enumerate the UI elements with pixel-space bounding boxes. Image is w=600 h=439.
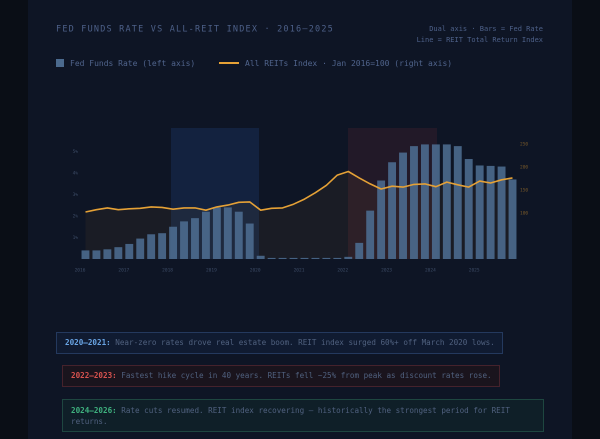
bar	[311, 257, 320, 259]
bar	[333, 257, 342, 259]
bar	[366, 210, 375, 259]
y-tick-label: 1%	[73, 235, 79, 241]
bar	[344, 256, 353, 259]
bar	[81, 250, 90, 259]
chart-note: Dual axis · Bars = Fed Rate	[429, 25, 543, 33]
bar	[201, 211, 210, 259]
x-tick-label: 2020	[250, 268, 261, 274]
bar	[125, 243, 134, 259]
bar	[158, 233, 167, 259]
y-tick-label: 5%	[73, 149, 79, 155]
bar	[169, 226, 178, 259]
x-tick-label: 2021	[294, 268, 305, 274]
x-tick-label: 2016	[75, 268, 86, 274]
y2-tick-label: 250	[520, 141, 528, 147]
x-tick-label: 2017	[118, 268, 129, 274]
chart-title: FED FUNDS RATE VS ALL-REIT INDEX · 2016–…	[56, 25, 334, 35]
y2-tick-label: 200	[520, 164, 528, 170]
bar	[300, 257, 309, 259]
x-tick-label: 2019	[206, 268, 217, 274]
bar	[322, 257, 331, 259]
annotation-text: Near-zero rates drove real estate boom. …	[110, 338, 495, 347]
bar	[136, 238, 145, 259]
bar	[508, 179, 517, 259]
annotation-label: 2024–2026:	[71, 406, 117, 415]
bar	[234, 211, 243, 259]
bar	[103, 249, 112, 259]
bar	[223, 207, 232, 259]
y2-tick-label: 100	[520, 210, 528, 216]
line	[85, 170, 513, 213]
bar	[212, 207, 221, 259]
bar	[180, 221, 188, 259]
annotation: 2020–2021: Near-zero rates drove real es…	[56, 332, 503, 354]
legend-label: Fed Funds Rate (left axis)	[70, 59, 195, 68]
legend-label: All REITs Index · Jan 2016=100 (right ax…	[245, 59, 452, 68]
annotation: 2022–2023: Fastest hike cycle in 40 year…	[62, 365, 500, 387]
bar	[92, 250, 101, 259]
annotation-label: 2020–2021:	[65, 338, 111, 347]
y-tick-label: 3%	[73, 192, 79, 198]
bar	[114, 247, 123, 259]
chart-note: Line = REIT Total Return Index	[417, 36, 543, 44]
bar	[420, 144, 429, 259]
y2-tick-label: 150	[520, 187, 528, 193]
bar	[486, 165, 495, 259]
y-tick-label: 2%	[73, 214, 79, 220]
bar	[278, 257, 287, 259]
bar	[431, 144, 440, 259]
bar	[399, 152, 407, 259]
x-tick-label: 2018	[162, 268, 173, 274]
bar	[245, 223, 254, 259]
x-tick-label: 2023	[381, 268, 392, 274]
x-tick-label: 2025	[469, 268, 480, 274]
x-tick-label: 2022	[337, 268, 348, 274]
bar	[388, 162, 397, 259]
bar	[191, 218, 199, 259]
bar	[453, 146, 462, 259]
annotation: 2024–2026: Rate cuts resumed. REIT index…	[62, 399, 544, 432]
annotation-text: Fastest hike cycle in 40 years. REITs fe…	[116, 371, 492, 380]
legend-swatch	[56, 59, 64, 67]
annotation-text: Rate cuts resumed. REIT index recovering…	[71, 406, 510, 426]
bar	[442, 144, 451, 259]
bar	[256, 255, 265, 259]
bar	[410, 146, 418, 259]
bar	[377, 180, 386, 259]
x-tick-label: 2024	[425, 268, 436, 274]
bar	[355, 242, 364, 259]
bar	[267, 257, 276, 259]
bar	[289, 257, 298, 259]
bar	[497, 166, 506, 259]
y-tick-label: 4%	[73, 171, 79, 177]
bar	[147, 234, 156, 259]
annotation-label: 2022–2023:	[71, 371, 117, 380]
bar	[475, 165, 484, 259]
bar	[464, 159, 473, 259]
